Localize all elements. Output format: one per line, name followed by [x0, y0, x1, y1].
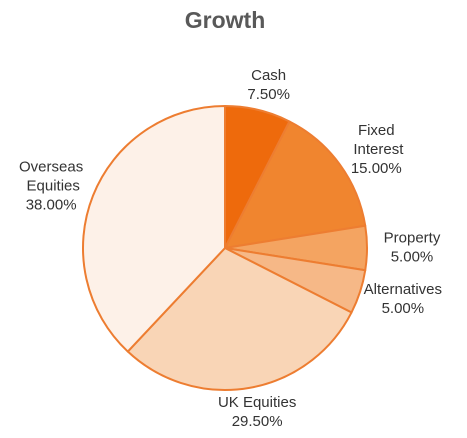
category-label: Property: [384, 229, 441, 246]
category-label: UK Equities: [218, 394, 296, 411]
pie-slice: [224, 120, 367, 249]
data-label: Property 5.00%: [384, 229, 441, 265]
data-label: UK Equities 29.50%: [218, 394, 296, 430]
data-label: Fixed Interest 15.00%: [349, 122, 404, 177]
data-label: Overseas Equities 38.00%: [19, 158, 83, 213]
value-label: 15.00%: [351, 160, 402, 177]
pie-slice: [81, 105, 226, 353]
category-label: Cash: [251, 67, 286, 84]
value-label: 5.00%: [382, 300, 425, 317]
category-label: Alternatives: [364, 281, 442, 298]
chart-title: Growth: [185, 7, 266, 33]
category-label: Overseas Equities: [19, 158, 83, 194]
data-label: Alternatives 5.00%: [364, 281, 442, 317]
value-label: 7.50%: [247, 86, 290, 103]
category-label: Fixed Interest: [349, 122, 404, 158]
value-label: 29.50%: [232, 413, 283, 430]
value-label: 38.00%: [26, 196, 77, 213]
pie-slice: [126, 247, 353, 392]
value-label: 5.00%: [391, 248, 434, 265]
data-label: Cash 7.50%: [247, 67, 290, 103]
